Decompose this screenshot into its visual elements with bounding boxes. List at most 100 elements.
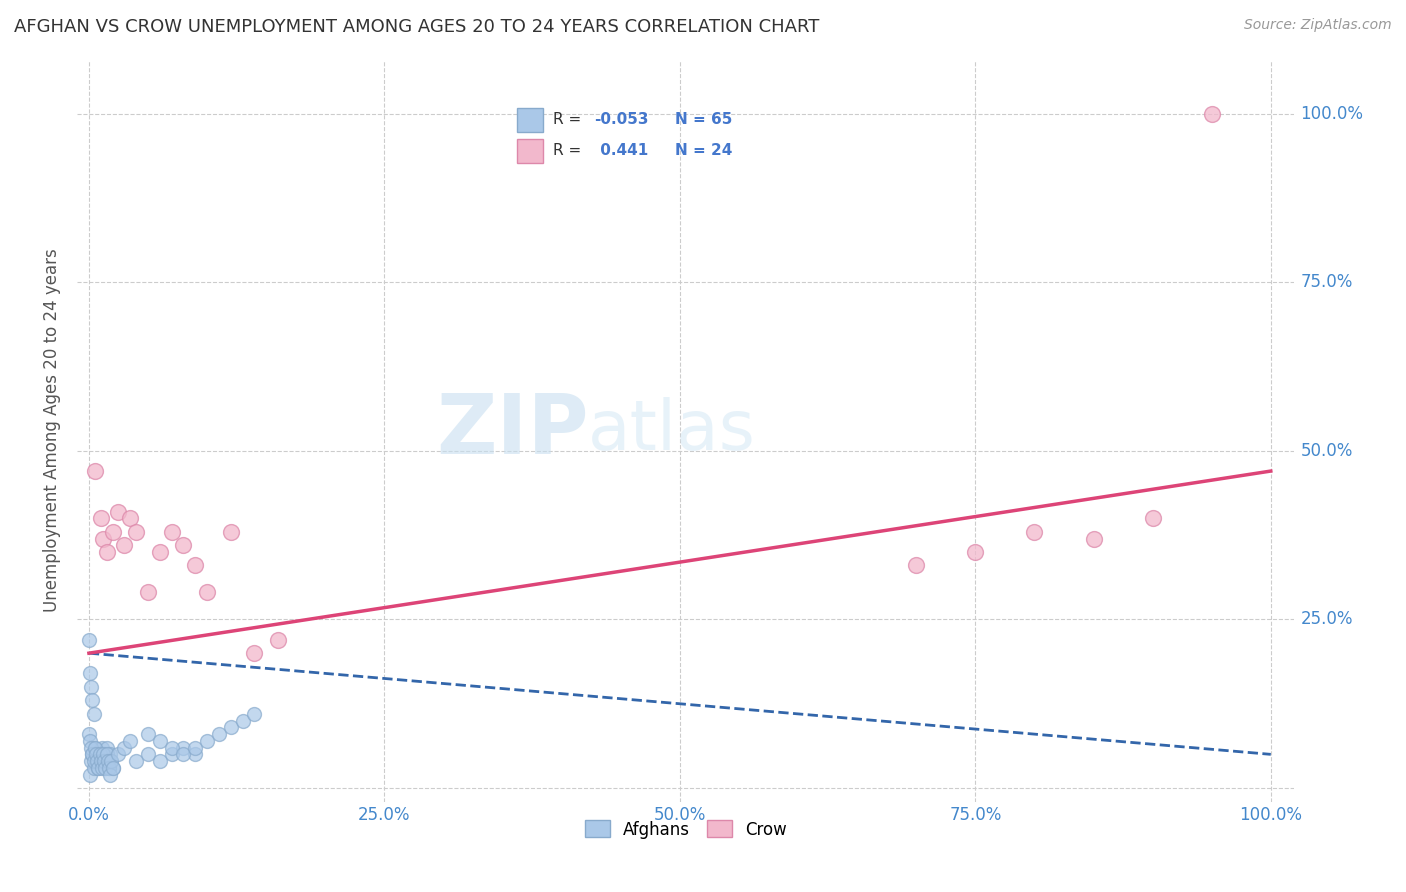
Point bbox=[98, 761, 121, 775]
Point bbox=[82, 747, 104, 762]
Point bbox=[89, 747, 111, 762]
Point bbox=[93, 747, 115, 762]
Point bbox=[172, 747, 194, 762]
Point bbox=[79, 666, 101, 681]
Point bbox=[1083, 532, 1105, 546]
Point bbox=[94, 761, 117, 775]
Text: N = 65: N = 65 bbox=[675, 112, 733, 128]
Point bbox=[136, 747, 159, 762]
Point bbox=[83, 706, 105, 721]
Text: 100.0%: 100.0% bbox=[1301, 104, 1364, 122]
Point bbox=[100, 754, 122, 768]
Point bbox=[125, 754, 148, 768]
Bar bbox=[516, 108, 543, 132]
Text: Source: ZipAtlas.com: Source: ZipAtlas.com bbox=[1244, 18, 1392, 32]
Point bbox=[120, 734, 142, 748]
Point bbox=[80, 740, 103, 755]
Point bbox=[208, 727, 231, 741]
Point bbox=[100, 754, 122, 768]
Point bbox=[172, 740, 194, 755]
Point bbox=[91, 532, 114, 546]
Point bbox=[82, 747, 104, 762]
Point bbox=[87, 761, 110, 775]
Point bbox=[86, 754, 108, 768]
Point bbox=[83, 754, 105, 768]
Point bbox=[77, 632, 100, 647]
Point bbox=[84, 747, 107, 762]
Point bbox=[120, 511, 142, 525]
Point bbox=[97, 754, 120, 768]
Point bbox=[243, 706, 266, 721]
Point bbox=[97, 754, 120, 768]
Point bbox=[93, 754, 115, 768]
Point bbox=[149, 545, 172, 559]
Point bbox=[112, 538, 135, 552]
Text: R =: R = bbox=[553, 112, 586, 128]
Point bbox=[136, 585, 159, 599]
Point bbox=[90, 747, 112, 762]
Point bbox=[89, 754, 111, 768]
Point bbox=[1024, 524, 1046, 539]
Point bbox=[965, 545, 987, 559]
Text: ZIP: ZIP bbox=[436, 390, 588, 471]
Point bbox=[195, 734, 218, 748]
Point bbox=[1142, 511, 1164, 525]
Point bbox=[79, 734, 101, 748]
Point bbox=[160, 747, 183, 762]
Point bbox=[96, 747, 118, 762]
Point bbox=[80, 680, 103, 694]
Point bbox=[83, 740, 105, 755]
Point bbox=[83, 464, 105, 478]
Point bbox=[90, 740, 112, 755]
Point bbox=[84, 754, 107, 768]
Point bbox=[91, 754, 114, 768]
Point bbox=[184, 740, 207, 755]
Text: 75.0%: 75.0% bbox=[1301, 273, 1353, 291]
Point bbox=[267, 632, 290, 647]
Point bbox=[98, 747, 121, 762]
Point bbox=[1201, 106, 1223, 120]
Point bbox=[86, 747, 108, 762]
Point bbox=[184, 558, 207, 573]
Text: atlas: atlas bbox=[588, 397, 756, 464]
Point bbox=[149, 754, 172, 768]
Point bbox=[101, 761, 124, 775]
Point bbox=[149, 734, 172, 748]
Text: 0.441: 0.441 bbox=[595, 144, 648, 158]
Point bbox=[91, 747, 114, 762]
Point bbox=[243, 646, 266, 660]
Point bbox=[90, 761, 112, 775]
Point bbox=[98, 767, 121, 781]
Point bbox=[219, 524, 242, 539]
Text: 25.0%: 25.0% bbox=[1301, 610, 1353, 629]
Point bbox=[219, 720, 242, 734]
Legend: Afghans, Crow: Afghans, Crow bbox=[578, 814, 793, 846]
Point bbox=[101, 761, 124, 775]
Text: 50.0%: 50.0% bbox=[1301, 442, 1353, 459]
Text: R =: R = bbox=[553, 144, 586, 158]
Point bbox=[94, 761, 117, 775]
Point bbox=[80, 754, 103, 768]
Point bbox=[101, 524, 124, 539]
Point bbox=[160, 740, 183, 755]
Text: AFGHAN VS CROW UNEMPLOYMENT AMONG AGES 20 TO 24 YEARS CORRELATION CHART: AFGHAN VS CROW UNEMPLOYMENT AMONG AGES 2… bbox=[14, 18, 820, 36]
Point bbox=[79, 767, 101, 781]
Point bbox=[107, 747, 129, 762]
Point bbox=[184, 747, 207, 762]
Bar bbox=[516, 139, 543, 162]
Point bbox=[112, 740, 135, 755]
Point bbox=[83, 740, 105, 755]
Point bbox=[87, 761, 110, 775]
Point bbox=[160, 524, 183, 539]
Text: -0.053: -0.053 bbox=[595, 112, 650, 128]
Point bbox=[83, 761, 105, 775]
Point bbox=[136, 727, 159, 741]
Point bbox=[90, 511, 112, 525]
Point bbox=[90, 754, 112, 768]
Point bbox=[172, 538, 194, 552]
Point bbox=[107, 504, 129, 518]
Point bbox=[98, 761, 121, 775]
Point bbox=[905, 558, 928, 573]
Point bbox=[96, 740, 118, 755]
Y-axis label: Unemployment Among Ages 20 to 24 years: Unemployment Among Ages 20 to 24 years bbox=[44, 249, 60, 613]
